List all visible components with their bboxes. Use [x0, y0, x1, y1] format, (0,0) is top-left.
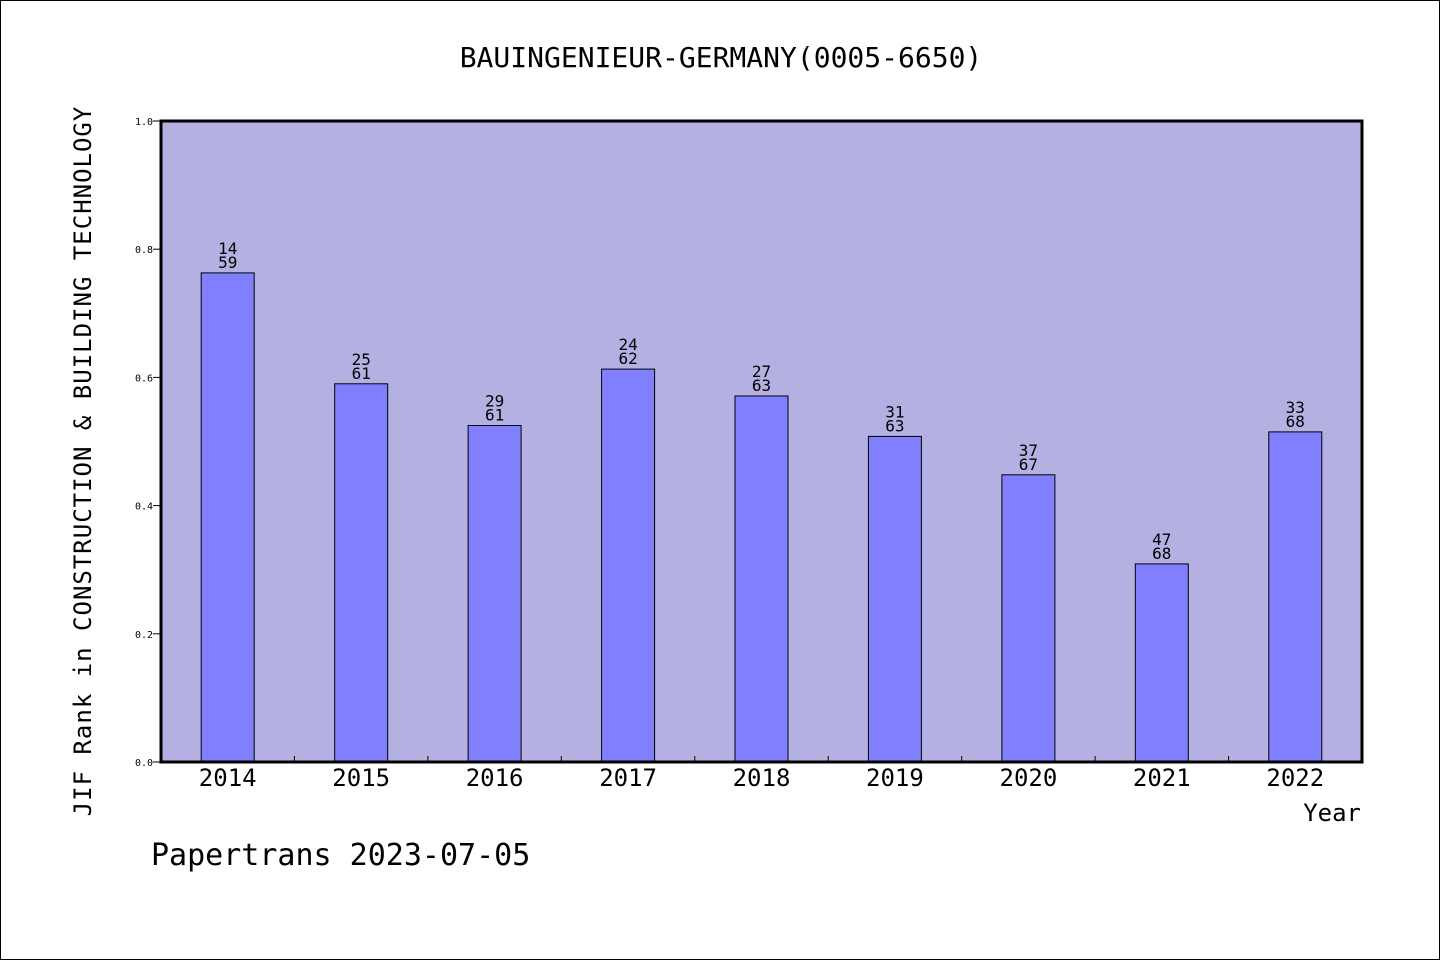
bars [200, 272, 1323, 763]
bar-2022 [1268, 431, 1323, 763]
bar-2015 [334, 383, 389, 763]
data-label-total-2022: 68 [1286, 412, 1305, 431]
x-tick-label-2017: 2017 [599, 764, 657, 792]
data-label-total-2020: 67 [1019, 455, 1038, 474]
data-label-rank-2014: 14 [218, 239, 237, 258]
bar-2017 [601, 368, 656, 763]
y-axis: 0.0 0.2 0.4 0.6 0.8 1.0 [135, 117, 161, 769]
bar-2019 [867, 435, 922, 763]
y-tick-label: 0.6 [135, 373, 153, 384]
data-label-rank-2020: 37 [1019, 441, 1038, 460]
data-label-total-2014: 59 [218, 253, 237, 272]
y-tick-label: 0.8 [135, 245, 153, 256]
data-label-total-2017: 62 [618, 349, 637, 368]
x-tick-label-2019: 2019 [866, 764, 924, 792]
bar-2021 [1134, 563, 1189, 763]
data-label-rank-2019: 31 [885, 402, 904, 421]
data-label-rank-2016: 29 [485, 392, 504, 411]
data-label-rank-2015: 25 [352, 350, 371, 369]
x-tick-label-2020: 2020 [1000, 764, 1058, 792]
data-label-rank-2021: 47 [1152, 530, 1171, 549]
data-label-rank-2022: 33 [1286, 398, 1305, 417]
chart-title: BAUINGENIEUR-GERMANY(0005-6650) [460, 41, 983, 74]
x-axis: 2014 2015 2016 2017 2018 2019 2020 2021 2022 [199, 756, 1324, 792]
y-tick-label: 0.0 [135, 758, 153, 769]
x-tick-label-2014: 2014 [199, 764, 257, 792]
x-tick-label-2022: 2022 [1266, 764, 1324, 792]
data-label-total-2021: 68 [1152, 544, 1171, 563]
bar-2016 [467, 425, 522, 763]
data-label-total-2019: 63 [885, 416, 904, 435]
bar-2018 [734, 395, 789, 763]
x-axis-label: Year [1303, 799, 1361, 827]
data-label-rank-2018: 27 [752, 362, 771, 381]
data-label-rank-2017: 24 [618, 335, 637, 354]
bar-2020 [1001, 474, 1056, 763]
y-axis-label: JIF Rank in CONSTRUCTION & BUILDING TECH… [69, 106, 97, 817]
x-tick-label-2021: 2021 [1133, 764, 1191, 792]
data-label-total-2018: 63 [752, 376, 771, 395]
footer-watermark: Papertrans 2023-07-05 [151, 838, 530, 873]
data-label-total-2016: 61 [485, 406, 504, 425]
x-tick-label-2016: 2016 [466, 764, 524, 792]
x-tick-label-2015: 2015 [332, 764, 390, 792]
plot-frame [159, 119, 1364, 764]
y-tick-label: 0.2 [135, 630, 153, 641]
y-tick-label: 1.0 [135, 117, 153, 128]
bar-2014 [200, 272, 255, 763]
y-tick-label: 0.4 [135, 502, 153, 513]
x-tick-label-2018: 2018 [733, 764, 791, 792]
data-label-total-2015: 61 [352, 364, 371, 383]
